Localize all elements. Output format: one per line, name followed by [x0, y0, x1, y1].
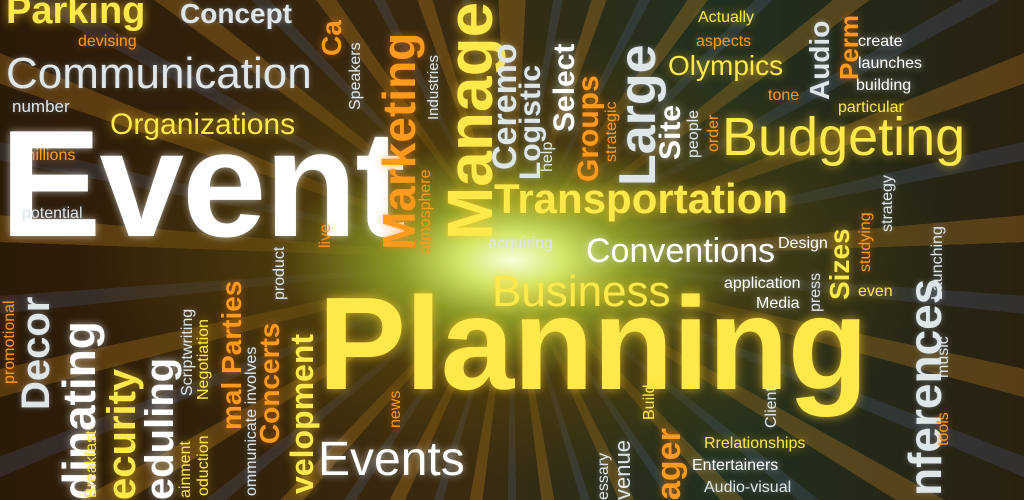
word-potential: potential [22, 205, 83, 222]
word-groups: Groups [572, 75, 605, 182]
word-even: even [858, 283, 893, 300]
word-negotiation: Negotiation [195, 319, 212, 400]
word-launches: launches [858, 55, 923, 72]
word-scheduling: eduling [138, 357, 182, 500]
word-news: news [387, 390, 404, 428]
word-order: order [705, 114, 722, 152]
word-security: ecurity [100, 368, 144, 500]
word-atmosphere: atmosphere [417, 169, 434, 255]
word-tone: tone [768, 87, 800, 104]
word-product: product [271, 246, 288, 300]
word-building: building [856, 77, 912, 94]
word-organizations: Organizations [110, 108, 296, 141]
word-site: Site [654, 104, 687, 160]
word-manager: ager [650, 428, 688, 500]
word-entertainers: Entertainers [692, 457, 779, 474]
word-entertainment: ainment [177, 441, 194, 498]
word-concept: Concept [180, 0, 292, 29]
word-help: help [539, 141, 556, 172]
word-launching: Launching [929, 226, 946, 300]
word-conventions: Conventions [586, 232, 776, 270]
word-speakers: Speakers [347, 42, 364, 110]
word-marketing: Marketing [373, 32, 425, 250]
word-acquiring: acquiring [488, 235, 553, 252]
word-conferences: nferences [899, 278, 951, 496]
word-production: oduction [195, 435, 212, 497]
word-people: people [685, 109, 702, 158]
word-design: Design [778, 235, 828, 252]
word-event: Event [0, 99, 406, 269]
word-studying: studying [857, 212, 874, 272]
word-breakfast: Breakfast [83, 430, 100, 498]
word-tools: tools [935, 412, 952, 446]
word-actually: Actually [698, 9, 755, 26]
word-audio: Audio [804, 20, 835, 100]
word-venue: venue [610, 440, 635, 500]
word-number: number [12, 97, 70, 116]
word-application: application [724, 275, 801, 292]
word-strategy: strategy [879, 175, 896, 232]
word-budgeting: Budgeting [722, 107, 966, 167]
word-concerts: Concerts [254, 322, 285, 444]
word-business: Business [492, 267, 671, 316]
word-audio-visual: Audio-visual [704, 479, 792, 496]
word-parties: mal Parties [216, 280, 247, 430]
word-client: Client [763, 387, 780, 428]
word-media: Media [756, 295, 800, 312]
word-necessary: essary [595, 452, 612, 500]
word-ca: Ca [316, 20, 347, 56]
word-decor: Decor [14, 296, 58, 410]
word-transportation: Transportation [494, 175, 789, 222]
word-millions: millions [22, 147, 76, 164]
word-olympics: Olympics [668, 50, 784, 81]
word-particular: particular [838, 99, 904, 116]
word-planning: Planning [318, 270, 868, 417]
word-build: Build [641, 384, 658, 420]
word-live: live [317, 223, 334, 248]
word-aspects: aspects [696, 33, 752, 50]
word-scriptwriting: Scriptwriting [179, 308, 196, 396]
word-communication: Communication [6, 49, 312, 98]
word-devising: devising [78, 33, 137, 50]
word-events: Events [318, 433, 465, 486]
word-parking: Parking [6, 0, 146, 32]
word-relationships: Rrelationships [704, 435, 806, 452]
word-create: create [858, 33, 903, 50]
word-development: velopment [284, 333, 320, 494]
word-music: music [935, 336, 952, 378]
